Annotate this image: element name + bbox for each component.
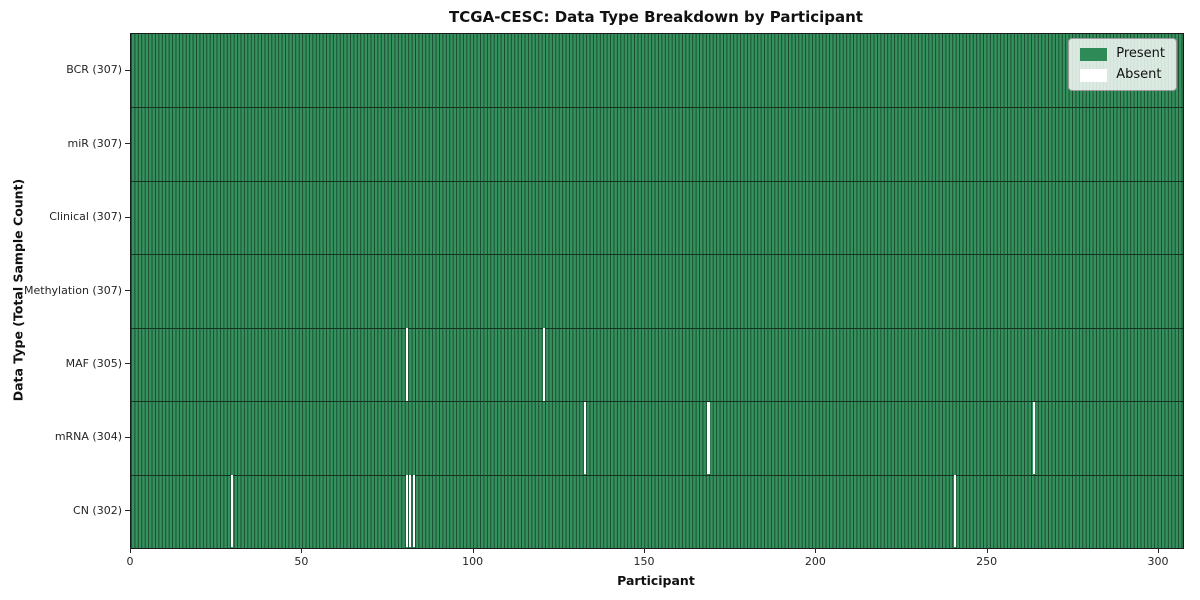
ytick-label-Clinical: Clinical (307): [49, 210, 122, 224]
xtick-label-250: 250: [976, 555, 998, 568]
xtick-mark-100: [472, 548, 474, 553]
xtick-label-200: 200: [804, 555, 826, 568]
absent-cell-MAF-80: [405, 328, 408, 401]
row-separator: [131, 254, 1183, 256]
row-separator: [131, 180, 1183, 182]
xtick-mark-250: [986, 548, 988, 553]
ytick-mark-miR: [125, 143, 130, 145]
absent-cell-mRNA-168: [707, 401, 710, 475]
present-swatch: [1080, 47, 1108, 61]
xtick-label-100: 100: [462, 555, 484, 568]
absent-cell-CN-81: [409, 475, 412, 548]
xtick-mark-200: [815, 548, 817, 553]
absent-cell-CN-80: [405, 475, 408, 548]
xtick-label-300: 300: [1147, 555, 1169, 568]
xtick-label-50: 50: [294, 555, 309, 568]
absent-cell-CN-240: [954, 475, 957, 548]
ytick-mark-MAF: [125, 363, 130, 365]
legend: Present Absent: [1068, 38, 1177, 91]
legend-item-present: Present: [1080, 47, 1165, 61]
ytick-mark-Methylation: [125, 290, 130, 291]
ytick-label-mRNA: mRNA (304): [54, 430, 122, 444]
xtick-mark-50: [301, 548, 303, 553]
absent-cell-mRNA-132: [583, 401, 587, 475]
row-separator: [131, 327, 1183, 329]
ytick-label-Methylation: Methylation (307): [24, 283, 122, 297]
legend-label-absent: Absent: [1116, 67, 1162, 82]
legend-item-absent: Absent: [1080, 68, 1165, 82]
ytick-mark-CN: [125, 510, 130, 512]
ytick-mark-mRNA: [125, 436, 130, 438]
absent-swatch: [1080, 68, 1108, 82]
absent-cell-CN-29: [230, 475, 234, 548]
ytick-label-miR: miR (307): [67, 136, 123, 150]
xtick-mark-150: [644, 548, 645, 553]
chart-title: TCGA-CESC: Data Type Breakdown by Partic…: [449, 8, 863, 26]
ytick-label-MAF: MAF (305): [65, 356, 122, 370]
x-axis-label: Participant: [617, 573, 695, 588]
absent-cell-mRNA-263: [1032, 401, 1036, 475]
ytick-mark-Clinical: [125, 216, 130, 218]
xtick-mark-300: [1158, 548, 1159, 553]
ytick-label-BCR: BCR (307): [66, 63, 122, 77]
absent-cell-MAF-120: [542, 328, 546, 401]
absent-cell-CN-82: [412, 475, 415, 548]
legend-label-present: Present: [1116, 46, 1165, 61]
xtick-label-0: 0: [126, 555, 134, 568]
plot-area: Present Absent: [130, 33, 1184, 549]
xtick-mark-0: [130, 548, 131, 553]
xtick-label-150: 150: [633, 555, 655, 568]
row-separator: [131, 401, 1183, 403]
ytick-label-CN: CN (302): [73, 503, 122, 517]
row-separator: [131, 107, 1183, 109]
ytick-mark-BCR: [125, 69, 130, 71]
row-separator: [131, 474, 1183, 476]
